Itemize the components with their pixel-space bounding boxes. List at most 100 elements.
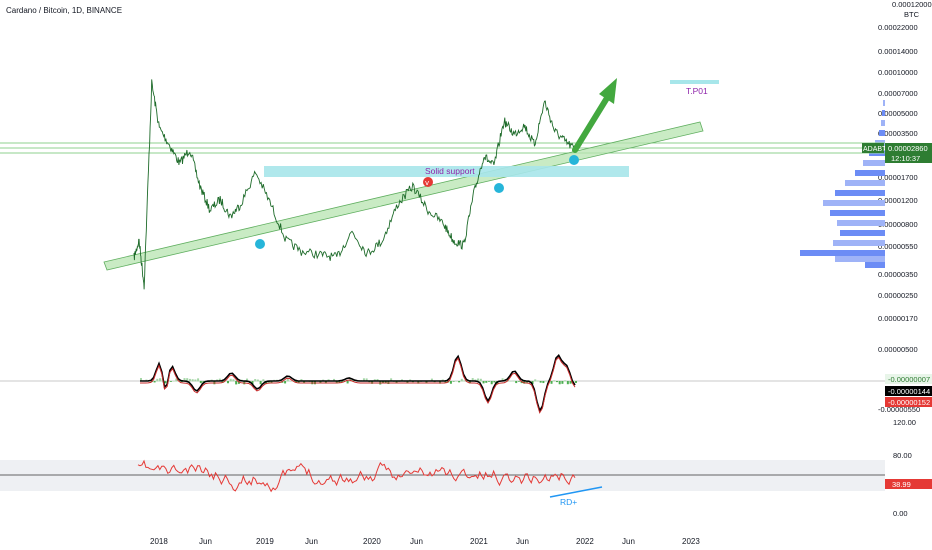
osc1-histogram-bar xyxy=(417,381,420,384)
osc1-label-2: -0.00000152 xyxy=(888,398,930,407)
osc1-histogram-bar xyxy=(140,378,142,382)
osc1-histogram-bar xyxy=(303,381,306,383)
sell-signal-icon[interactable] xyxy=(423,177,433,187)
osc1-histogram-bar xyxy=(430,378,433,382)
osc1-histogram-bar xyxy=(371,381,374,384)
x-tick-9: Jun xyxy=(622,537,635,546)
osc1-histogram-bar xyxy=(542,381,545,384)
volume-profile-bar xyxy=(800,250,885,256)
osc1-label-1: -0.00000144 xyxy=(888,387,930,396)
osc1-histogram-bar xyxy=(186,378,189,382)
osc1-histogram-bar xyxy=(477,378,480,382)
osc1-histogram-bar xyxy=(444,381,447,383)
osc1-histogram-bar xyxy=(406,381,409,384)
osc1-histogram-bar xyxy=(259,381,262,385)
volume-profile xyxy=(800,100,885,268)
volume-profile-bar xyxy=(835,190,885,196)
projection-arrow xyxy=(572,78,617,153)
osc1-histogram-bar xyxy=(531,381,534,385)
last-price-badge xyxy=(885,143,932,153)
x-tick-2: 2019 xyxy=(256,537,274,546)
osc1-histogram-bar xyxy=(341,381,344,383)
volume-profile-bar xyxy=(830,210,885,216)
price-tick-11: 0.00000350 xyxy=(878,270,918,279)
osc1-histogram-bar xyxy=(569,381,572,384)
osc1-histogram-bar xyxy=(164,381,167,384)
osc1-histogram-bar xyxy=(452,381,455,382)
price-tick-9: 0.00000800 xyxy=(878,220,918,229)
osc1-histogram-bar xyxy=(188,378,191,382)
osc1-histogram-bar xyxy=(501,378,504,382)
osc1-histogram-bar xyxy=(365,378,368,382)
osc2-tick-2: 0.00 xyxy=(893,509,908,518)
price-tick-12: 0.00000250 xyxy=(878,291,918,300)
price-tick-8: 0.00001200 xyxy=(878,196,918,205)
buy-signal-icon-2[interactable] xyxy=(494,183,504,193)
volume-profile-bar xyxy=(837,220,885,226)
osc1-histogram-bar xyxy=(384,381,387,383)
x-tick-5: Jun xyxy=(410,537,423,546)
osc1-label-2-bg xyxy=(885,397,932,407)
osc1-histogram-bar xyxy=(449,381,452,384)
divergence-label: RD+ xyxy=(560,497,577,507)
price-tick-1: 0.00022000 xyxy=(878,23,918,32)
volume-profile-bar xyxy=(863,160,885,166)
volume-profile-bar xyxy=(879,130,885,136)
osc1-histogram-bar xyxy=(338,381,341,383)
osc1-histogram-bar xyxy=(536,380,539,382)
osc1-histogram-bar xyxy=(251,381,254,385)
price-series-line xyxy=(133,79,575,290)
osc1-histogram-bar xyxy=(197,378,200,382)
osc1-histogram-bar xyxy=(455,380,458,382)
countdown-text: 12:10:37 xyxy=(891,154,920,163)
osc1-histogram-bar xyxy=(575,381,577,383)
volume-profile-bar xyxy=(833,240,885,246)
price-tick-2: 0.00014000 xyxy=(878,47,918,56)
osc1-histogram-bar xyxy=(237,381,240,384)
osc1-histogram-bar xyxy=(175,378,178,382)
osc1-histogram-bar xyxy=(172,380,175,382)
osc1-histogram-bar xyxy=(509,380,512,382)
osc1-histogram-bar xyxy=(517,381,520,382)
price-tick-5: 0.00005000 xyxy=(878,109,918,118)
osc1-histogram-bar xyxy=(297,381,300,383)
osc1-histogram-bar xyxy=(232,379,235,382)
volume-profile-bar xyxy=(835,256,885,262)
osc1-histogram-bar xyxy=(564,380,567,382)
osc1-histogram-bar xyxy=(183,378,186,382)
volume-profile-bar xyxy=(840,230,885,236)
volume-profile-bar xyxy=(865,262,885,268)
osc1-histogram-bar xyxy=(218,378,221,382)
osc2-band xyxy=(0,460,885,491)
rising-trend-channel[interactable] xyxy=(103,121,704,271)
support-zone[interactable] xyxy=(264,166,629,177)
osc1-histogram-bar xyxy=(550,381,553,384)
osc1-histogram-bar xyxy=(555,381,558,383)
sell-signal-chevron-icon: v xyxy=(425,179,429,187)
osc1-histogram-bar xyxy=(493,381,496,383)
target-zone[interactable] xyxy=(670,80,719,84)
osc1-histogram-bar xyxy=(515,381,518,384)
support-label: Solid support xyxy=(425,166,475,176)
volume-profile-bar xyxy=(845,180,885,186)
osc1-histogram-bar xyxy=(284,381,287,384)
price-tick-0: 0.00012000 xyxy=(892,0,932,9)
symbol-badge-text: ADABTC xyxy=(863,146,891,153)
osc1-signal-line xyxy=(140,353,576,413)
osc1-histogram-bar xyxy=(545,380,548,382)
osc2-tick-1: 80.00 xyxy=(893,451,912,460)
x-tick-8: 2022 xyxy=(576,537,594,546)
volume-profile-bar xyxy=(882,110,885,116)
x-tick-0: 2018 xyxy=(150,537,168,546)
osc1-histogram-bar xyxy=(169,381,172,382)
osc2-line xyxy=(137,459,576,493)
osc1-histogram-bar xyxy=(390,378,393,382)
osc1-histogram-bar xyxy=(553,380,556,382)
osc1-histogram-bar xyxy=(294,381,297,383)
currency-label: BTC xyxy=(904,10,920,19)
buy-signal-icon-1[interactable] xyxy=(255,239,265,249)
buy-signal-icon-3[interactable] xyxy=(569,155,579,165)
x-tick-7: Jun xyxy=(516,537,529,546)
osc1-histogram-bar xyxy=(324,381,327,384)
